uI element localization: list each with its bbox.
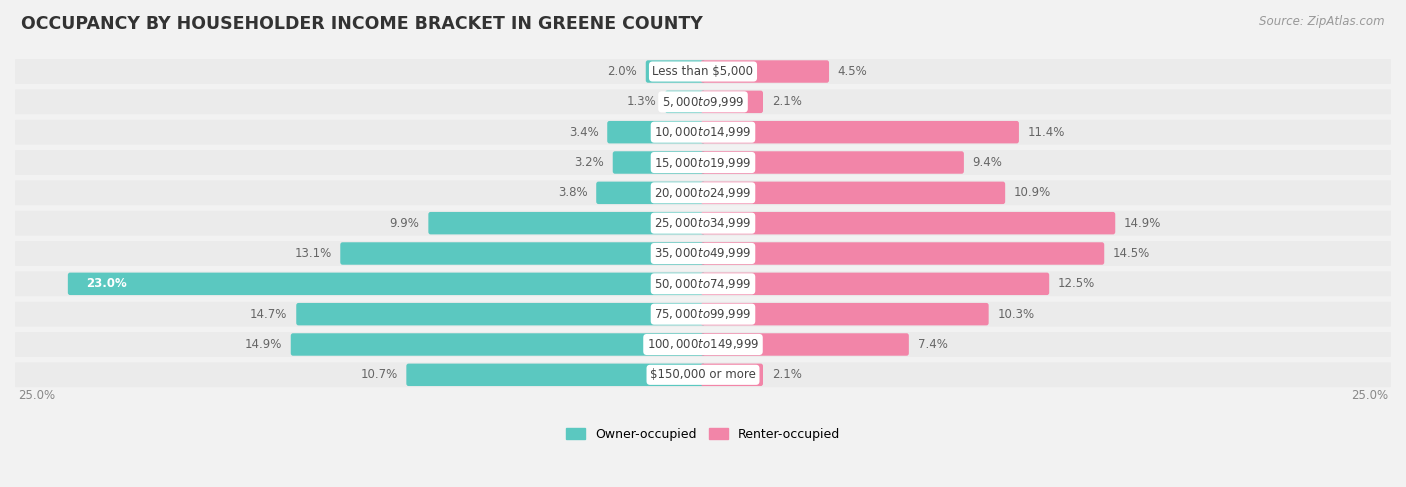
FancyBboxPatch shape [665,91,706,113]
Text: $35,000 to $49,999: $35,000 to $49,999 [654,246,752,261]
Text: 12.5%: 12.5% [1057,277,1095,290]
FancyBboxPatch shape [13,120,1393,145]
FancyBboxPatch shape [700,242,1104,265]
FancyBboxPatch shape [13,241,1393,266]
Text: Source: ZipAtlas.com: Source: ZipAtlas.com [1260,15,1385,28]
Text: 14.9%: 14.9% [1123,217,1161,230]
Text: 3.8%: 3.8% [558,187,588,199]
FancyBboxPatch shape [13,211,1393,236]
FancyBboxPatch shape [13,302,1393,327]
FancyBboxPatch shape [340,242,706,265]
Text: 9.4%: 9.4% [973,156,1002,169]
Text: $20,000 to $24,999: $20,000 to $24,999 [654,186,752,200]
Text: $5,000 to $9,999: $5,000 to $9,999 [662,95,744,109]
FancyBboxPatch shape [13,332,1393,357]
Text: 4.5%: 4.5% [838,65,868,78]
Text: 25.0%: 25.0% [18,389,55,402]
Text: 2.0%: 2.0% [607,65,637,78]
Text: 13.1%: 13.1% [294,247,332,260]
Text: $15,000 to $19,999: $15,000 to $19,999 [654,155,752,169]
Text: $150,000 or more: $150,000 or more [650,368,756,381]
FancyBboxPatch shape [700,333,908,356]
Text: 2.1%: 2.1% [772,95,801,108]
FancyBboxPatch shape [291,333,706,356]
Text: 10.3%: 10.3% [997,308,1035,320]
Text: 14.9%: 14.9% [245,338,283,351]
FancyBboxPatch shape [700,121,1019,143]
FancyBboxPatch shape [297,303,706,325]
FancyBboxPatch shape [700,182,1005,204]
Text: $50,000 to $74,999: $50,000 to $74,999 [654,277,752,291]
FancyBboxPatch shape [13,362,1393,387]
Text: $100,000 to $149,999: $100,000 to $149,999 [647,337,759,352]
FancyBboxPatch shape [429,212,706,234]
Text: 11.4%: 11.4% [1028,126,1066,139]
FancyBboxPatch shape [13,59,1393,84]
FancyBboxPatch shape [13,150,1393,175]
Text: $10,000 to $14,999: $10,000 to $14,999 [654,125,752,139]
FancyBboxPatch shape [700,303,988,325]
Text: 3.4%: 3.4% [568,126,599,139]
Text: $75,000 to $99,999: $75,000 to $99,999 [654,307,752,321]
FancyBboxPatch shape [406,364,706,386]
Text: 7.4%: 7.4% [918,338,948,351]
Text: 3.2%: 3.2% [574,156,605,169]
FancyBboxPatch shape [607,121,706,143]
FancyBboxPatch shape [645,60,706,83]
Text: $25,000 to $34,999: $25,000 to $34,999 [654,216,752,230]
FancyBboxPatch shape [700,91,763,113]
FancyBboxPatch shape [700,60,830,83]
FancyBboxPatch shape [13,90,1393,114]
FancyBboxPatch shape [700,151,965,174]
Text: 9.9%: 9.9% [389,217,419,230]
Text: 10.9%: 10.9% [1014,187,1052,199]
Text: 23.0%: 23.0% [87,277,128,290]
FancyBboxPatch shape [596,182,706,204]
Text: 14.5%: 14.5% [1114,247,1150,260]
Text: 2.1%: 2.1% [772,368,801,381]
Text: Less than $5,000: Less than $5,000 [652,65,754,78]
FancyBboxPatch shape [613,151,706,174]
FancyBboxPatch shape [67,273,706,295]
Text: 10.7%: 10.7% [360,368,398,381]
Text: 14.7%: 14.7% [250,308,287,320]
FancyBboxPatch shape [13,180,1393,206]
Legend: Owner-occupied, Renter-occupied: Owner-occupied, Renter-occupied [561,423,845,446]
FancyBboxPatch shape [700,212,1115,234]
FancyBboxPatch shape [700,273,1049,295]
Text: 1.3%: 1.3% [627,95,657,108]
Text: OCCUPANCY BY HOUSEHOLDER INCOME BRACKET IN GREENE COUNTY: OCCUPANCY BY HOUSEHOLDER INCOME BRACKET … [21,15,703,33]
Text: 25.0%: 25.0% [1351,389,1388,402]
FancyBboxPatch shape [700,364,763,386]
FancyBboxPatch shape [13,271,1393,296]
